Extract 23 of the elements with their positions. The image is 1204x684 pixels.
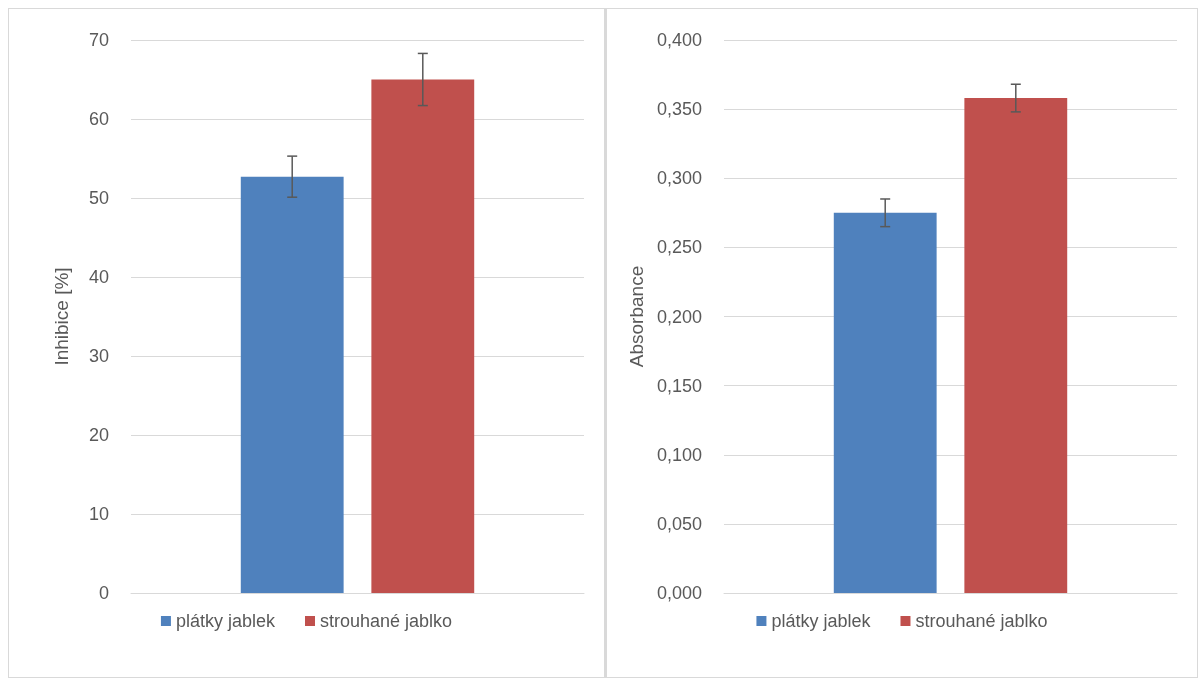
y-tick-label: 30 [88,346,109,366]
y-tick-label: 0,350 [656,99,702,120]
y-tick-label: 0,300 [656,168,702,189]
y-axis-title: Absorbance [626,265,648,368]
y-tick-label: 70 [88,30,109,50]
y-tick-label: 20 [88,425,109,445]
y-tick-label: 0,400 [656,30,702,50]
y-tick-label: 0,200 [656,306,702,327]
y-tick-label: 0 [98,583,109,603]
y-axis-title: Inhibice [%] [51,267,72,366]
legend-label: plátky jablek [175,611,276,631]
y-tick-label: 50 [88,188,109,208]
legend-label: strouhané jablko [915,611,1048,631]
y-tick-label: 0,250 [656,237,702,258]
y-tick-label: 60 [88,109,109,129]
y-tick-label: 0,000 [656,583,702,603]
y-tick-label: 0,050 [656,513,702,534]
legend-label: strouhané jablko [319,611,453,631]
y-tick-label: 10 [88,504,109,524]
y-tick-label: 0,100 [656,444,702,465]
legend-label: plátky jablek [771,611,872,631]
y-tick-label: 0,150 [656,375,702,396]
y-tick-label: 40 [88,267,109,287]
